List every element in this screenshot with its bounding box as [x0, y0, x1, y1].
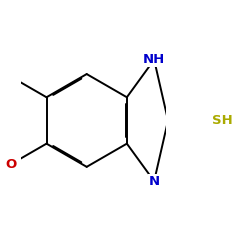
Text: O: O [6, 158, 17, 170]
Text: NH: NH [143, 53, 165, 66]
Text: N: N [148, 175, 160, 188]
Text: SH: SH [212, 114, 233, 127]
